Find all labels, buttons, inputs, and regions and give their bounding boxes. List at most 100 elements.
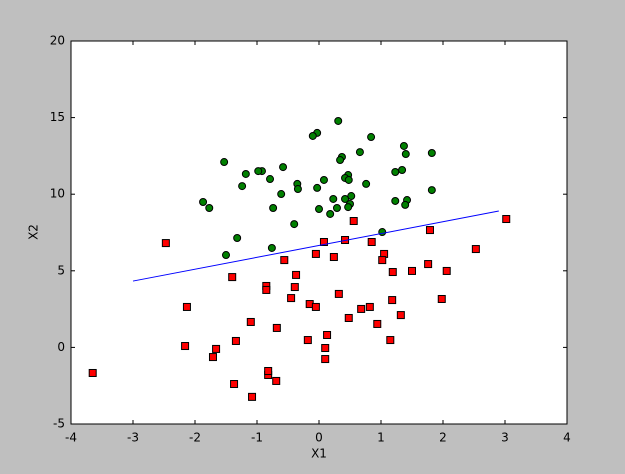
point bbox=[336, 156, 345, 165]
point bbox=[272, 376, 281, 385]
y-tick-label: -5 bbox=[53, 417, 65, 431]
point bbox=[349, 217, 358, 226]
point bbox=[290, 220, 299, 229]
y-tick-label: 0 bbox=[57, 340, 65, 354]
point bbox=[313, 183, 322, 192]
point bbox=[329, 253, 338, 262]
point bbox=[182, 302, 191, 311]
point bbox=[323, 330, 332, 339]
point bbox=[248, 392, 257, 401]
x-tick-label: -2 bbox=[189, 431, 201, 445]
x-tick-label: -3 bbox=[127, 431, 139, 445]
plot-frame bbox=[70, 40, 568, 425]
point bbox=[344, 175, 353, 184]
x-tick-label: -4 bbox=[65, 431, 77, 445]
point bbox=[332, 203, 341, 212]
point bbox=[355, 148, 364, 157]
point bbox=[329, 194, 338, 203]
point bbox=[311, 249, 320, 258]
point bbox=[222, 251, 230, 260]
x-tick-label: 1 bbox=[377, 431, 385, 445]
point bbox=[334, 116, 343, 125]
point bbox=[264, 366, 273, 375]
point bbox=[502, 215, 511, 224]
point bbox=[357, 304, 366, 313]
point bbox=[311, 302, 320, 311]
point bbox=[241, 169, 250, 178]
point bbox=[408, 266, 416, 275]
point bbox=[427, 186, 436, 195]
point bbox=[396, 311, 405, 320]
point bbox=[279, 163, 288, 172]
point bbox=[267, 243, 276, 252]
point bbox=[290, 283, 299, 292]
point bbox=[262, 285, 271, 294]
point bbox=[319, 175, 328, 184]
x-tick-label: -1 bbox=[251, 431, 263, 445]
y-tick-label: 20 bbox=[50, 34, 65, 48]
point bbox=[326, 209, 335, 218]
point bbox=[233, 234, 242, 243]
y-tick-label: 5 bbox=[57, 263, 65, 277]
point bbox=[373, 319, 382, 328]
point bbox=[161, 239, 170, 248]
point bbox=[365, 302, 374, 311]
point bbox=[199, 198, 208, 207]
point bbox=[398, 165, 407, 174]
point bbox=[228, 273, 237, 282]
point bbox=[425, 226, 434, 235]
point bbox=[230, 380, 239, 389]
plot-area bbox=[71, 41, 567, 424]
point bbox=[254, 167, 263, 176]
point bbox=[367, 133, 376, 142]
point bbox=[205, 203, 214, 212]
x-axis-label: X1 bbox=[311, 447, 327, 461]
point bbox=[88, 368, 97, 377]
point bbox=[321, 355, 330, 364]
point bbox=[344, 203, 353, 212]
x-tick-label: 2 bbox=[439, 431, 447, 445]
point bbox=[321, 344, 330, 353]
x-tick-label: 0 bbox=[315, 431, 323, 445]
point bbox=[238, 182, 247, 191]
point bbox=[388, 268, 397, 277]
fit-line bbox=[132, 210, 499, 282]
point bbox=[212, 344, 221, 353]
point bbox=[231, 336, 240, 345]
point bbox=[292, 270, 301, 279]
point bbox=[391, 196, 400, 205]
point bbox=[280, 256, 289, 265]
point bbox=[334, 289, 343, 298]
point bbox=[341, 194, 350, 203]
point bbox=[362, 179, 371, 188]
point bbox=[437, 294, 446, 303]
y-axis-label: X2 bbox=[27, 224, 41, 240]
point bbox=[287, 294, 296, 303]
point bbox=[220, 158, 229, 167]
y-tick-label: 10 bbox=[50, 187, 65, 201]
point bbox=[401, 200, 410, 209]
x-tick-label: 4 bbox=[563, 431, 571, 445]
y-tick-label: 15 bbox=[50, 110, 65, 124]
point bbox=[367, 237, 376, 246]
point bbox=[319, 237, 328, 246]
x-tick-label: 3 bbox=[501, 431, 509, 445]
point bbox=[208, 353, 217, 362]
point bbox=[315, 205, 323, 214]
point bbox=[277, 190, 286, 199]
point bbox=[293, 184, 302, 193]
point bbox=[303, 336, 312, 345]
point bbox=[308, 131, 317, 140]
point bbox=[386, 336, 395, 345]
point bbox=[266, 175, 275, 184]
point bbox=[442, 266, 451, 275]
point bbox=[399, 141, 408, 150]
point bbox=[391, 167, 400, 176]
point bbox=[378, 228, 387, 237]
point bbox=[424, 260, 433, 269]
point bbox=[427, 148, 436, 157]
point bbox=[269, 203, 278, 212]
point bbox=[246, 317, 255, 326]
point bbox=[388, 296, 397, 305]
